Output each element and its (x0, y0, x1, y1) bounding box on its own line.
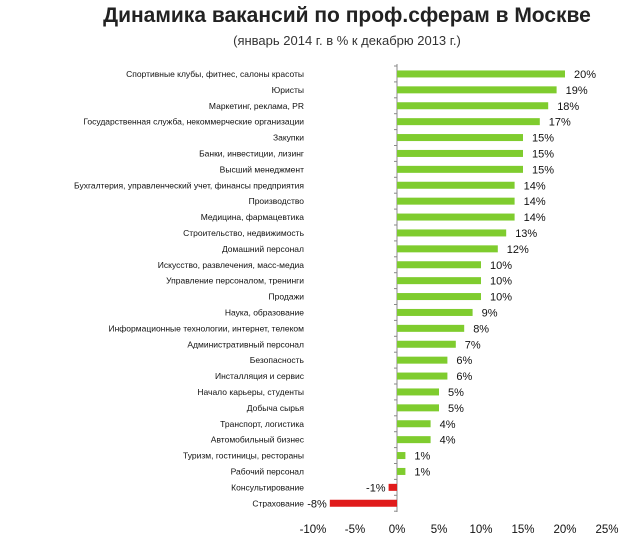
bar (397, 356, 448, 364)
category-label: Банки, инвестиции, лизинг (199, 148, 304, 158)
bar (397, 245, 498, 253)
data-label: 13% (515, 228, 537, 240)
bar (397, 213, 515, 221)
data-label: 17% (549, 117, 571, 129)
category-label: Юристы (272, 85, 304, 95)
x-tick-label: 5% (431, 524, 448, 536)
category-label: Наука, образование (225, 307, 304, 317)
category-label: Автомобильный бизнес (211, 435, 305, 445)
data-label: 14% (524, 180, 546, 192)
category-label: Маркетинг, реклама, PR (209, 101, 304, 111)
category-label: Начало карьеры, студенты (197, 387, 304, 397)
category-label: Высший менеджмент (220, 164, 304, 174)
category-label: Продажи (269, 292, 305, 302)
data-label: 15% (532, 148, 554, 160)
category-label: Домашний персонал (222, 244, 304, 254)
category-label: Инсталляция и сервис (215, 371, 305, 381)
category-label: Информационные технологии, интернет, тел… (109, 323, 305, 333)
bar (397, 118, 540, 126)
bar (397, 70, 565, 78)
category-label: Государственная служба, некоммерческие о… (83, 117, 304, 127)
data-label: 20% (574, 69, 596, 81)
x-tick-label: 15% (511, 524, 534, 536)
x-tick-label: 0% (389, 524, 406, 536)
data-label: -8% (307, 498, 327, 510)
category-label: Безопасность (250, 355, 305, 365)
bar (397, 308, 473, 316)
data-label: 5% (448, 387, 464, 399)
bar (397, 134, 523, 142)
data-label: 14% (524, 196, 546, 208)
bar (397, 467, 406, 475)
category-label: Добыча сырья (247, 403, 305, 413)
data-label: 12% (507, 244, 529, 256)
x-tick-label: 10% (469, 524, 492, 536)
bar (397, 102, 549, 110)
bar (397, 149, 523, 157)
category-label: Рабочий персонал (231, 466, 304, 476)
data-label: 4% (440, 435, 456, 447)
bar (397, 197, 515, 205)
category-label: Закупки (273, 133, 304, 143)
data-label: 15% (532, 133, 554, 145)
data-label: 18% (557, 101, 579, 113)
category-label: Медицина, фармацевтика (201, 212, 305, 222)
data-label: 1% (414, 451, 430, 463)
bar (397, 229, 507, 237)
category-label: Строительство, недвижимость (183, 228, 304, 238)
category-label: Производство (249, 196, 305, 206)
bar (397, 86, 557, 94)
data-label: 1% (414, 466, 430, 478)
chart-subtitle: (январь 2014 г. в % к декабрю 2013 г.) (233, 33, 461, 48)
data-label: 10% (490, 260, 512, 272)
x-tick-label: 25% (595, 524, 618, 536)
bar (397, 404, 439, 412)
category-label: Бухгалтерия, управленческий учет, финанс… (74, 180, 304, 190)
bar (397, 388, 439, 396)
data-label: 7% (465, 339, 481, 351)
data-label: 5% (448, 403, 464, 415)
category-label: Управление персоналом, тренинги (166, 276, 304, 286)
x-tick-label: -10% (300, 524, 327, 536)
data-label: 4% (440, 419, 456, 431)
category-label: Транспорт, логистика (220, 419, 304, 429)
bar (397, 261, 481, 269)
data-label: 8% (473, 323, 489, 335)
category-label: Консультирование (231, 482, 304, 492)
bar (397, 340, 456, 348)
data-label: 9% (482, 307, 498, 319)
bar (397, 181, 515, 189)
bar (397, 293, 481, 301)
bar (397, 324, 465, 332)
bar (388, 483, 397, 491)
data-label: 14% (524, 212, 546, 224)
bar (397, 372, 448, 380)
x-tick-label: 20% (553, 524, 576, 536)
category-label: Страхование (252, 498, 304, 508)
bar (397, 277, 481, 285)
data-label: 6% (456, 355, 472, 367)
data-label: 10% (490, 276, 512, 288)
data-label: 6% (456, 371, 472, 383)
category-label: Искусство, развлечения, масс-медиа (158, 260, 304, 270)
data-label: 19% (566, 85, 588, 97)
x-tick-label: -5% (345, 524, 365, 536)
data-label: 15% (532, 164, 554, 176)
category-label: Спортивные клубы, фитнес, салоны красоты (126, 69, 304, 79)
data-label: -1% (366, 482, 386, 494)
bar (397, 420, 431, 428)
bar (329, 499, 397, 507)
bar (397, 436, 431, 444)
bar (397, 452, 406, 460)
category-label: Административный персонал (187, 339, 304, 349)
data-label: 10% (490, 292, 512, 304)
category-label: Туризм, гостиницы, рестораны (183, 451, 304, 461)
chart-title: Динамика вакансий по проф.сферам в Москв… (103, 4, 591, 27)
bar (397, 165, 523, 173)
